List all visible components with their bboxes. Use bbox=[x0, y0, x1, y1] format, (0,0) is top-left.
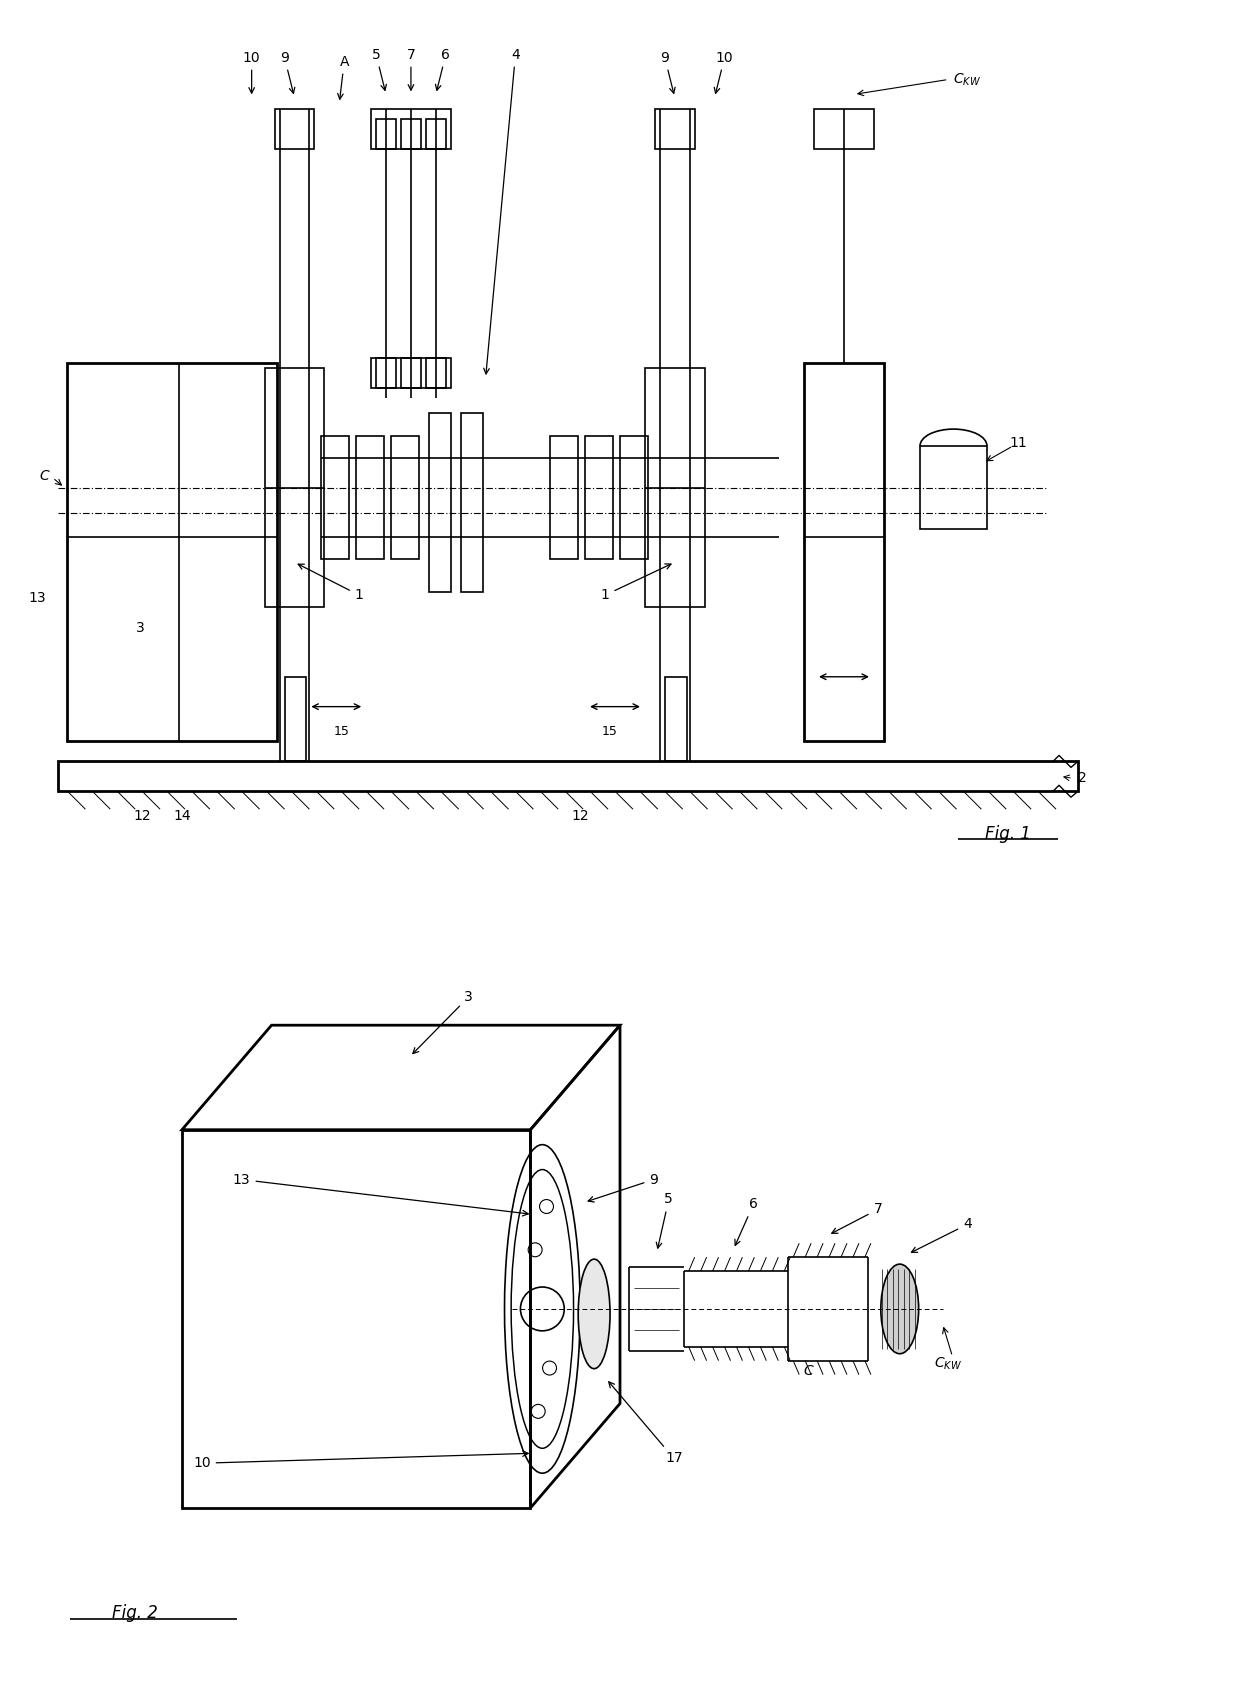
Text: 10: 10 bbox=[243, 51, 260, 93]
Bar bbox=[371, 358, 451, 388]
Text: 4: 4 bbox=[484, 47, 520, 373]
Text: 1: 1 bbox=[600, 565, 671, 602]
Bar bbox=[67, 363, 277, 741]
Text: 7: 7 bbox=[832, 1202, 882, 1233]
Bar bbox=[321, 436, 350, 560]
Text: 9: 9 bbox=[588, 1172, 658, 1202]
Bar bbox=[182, 1130, 531, 1508]
Ellipse shape bbox=[578, 1258, 610, 1369]
Text: $C_{KW}$: $C_{KW}$ bbox=[934, 1355, 961, 1372]
Bar bbox=[371, 109, 451, 149]
Text: A: A bbox=[337, 54, 348, 98]
Text: 1: 1 bbox=[298, 565, 363, 602]
Bar bbox=[665, 677, 687, 762]
Bar bbox=[57, 762, 1078, 792]
Bar bbox=[264, 368, 325, 607]
Text: Fig. 2: Fig. 2 bbox=[113, 1603, 159, 1621]
Text: 10: 10 bbox=[193, 1450, 528, 1470]
Text: 3: 3 bbox=[413, 990, 472, 1053]
Text: 13: 13 bbox=[29, 590, 46, 605]
Bar bbox=[620, 436, 647, 560]
Bar bbox=[920, 446, 987, 529]
Text: 5: 5 bbox=[372, 47, 387, 90]
Bar bbox=[401, 119, 420, 149]
Text: 14: 14 bbox=[174, 809, 191, 823]
Bar bbox=[461, 412, 482, 592]
Text: 3: 3 bbox=[136, 621, 145, 634]
Text: 6: 6 bbox=[435, 47, 450, 90]
Bar bbox=[274, 109, 315, 149]
Ellipse shape bbox=[880, 1264, 919, 1353]
Bar bbox=[551, 436, 578, 560]
Text: 9: 9 bbox=[661, 51, 675, 93]
Text: 13: 13 bbox=[233, 1172, 528, 1216]
Text: 5: 5 bbox=[656, 1192, 673, 1248]
Text: 11: 11 bbox=[1009, 436, 1027, 449]
Text: 15: 15 bbox=[334, 724, 350, 738]
Bar bbox=[401, 358, 420, 388]
Bar bbox=[391, 436, 419, 560]
Bar bbox=[805, 363, 884, 741]
Bar bbox=[356, 436, 384, 560]
Bar bbox=[815, 109, 874, 149]
Text: 2: 2 bbox=[1078, 772, 1086, 785]
Text: 6: 6 bbox=[735, 1197, 758, 1245]
Bar bbox=[376, 119, 396, 149]
Text: 9: 9 bbox=[280, 51, 295, 93]
Bar bbox=[425, 119, 446, 149]
Text: C: C bbox=[40, 468, 50, 483]
Text: 15: 15 bbox=[603, 724, 618, 738]
Bar bbox=[655, 109, 694, 149]
Bar bbox=[585, 436, 613, 560]
Bar bbox=[376, 358, 396, 388]
Bar bbox=[645, 368, 704, 607]
Text: 17: 17 bbox=[609, 1382, 682, 1465]
Text: 7: 7 bbox=[407, 47, 415, 90]
Text: $C_{KW}$: $C_{KW}$ bbox=[954, 71, 982, 88]
Bar bbox=[429, 412, 451, 592]
Text: C: C bbox=[804, 1364, 813, 1377]
Bar bbox=[284, 677, 306, 762]
Text: 10: 10 bbox=[714, 51, 733, 93]
Text: 12: 12 bbox=[572, 809, 589, 823]
Text: Fig. 1: Fig. 1 bbox=[986, 824, 1032, 843]
Text: 12: 12 bbox=[134, 809, 151, 823]
Text: 4: 4 bbox=[911, 1218, 972, 1252]
Bar bbox=[425, 358, 446, 388]
